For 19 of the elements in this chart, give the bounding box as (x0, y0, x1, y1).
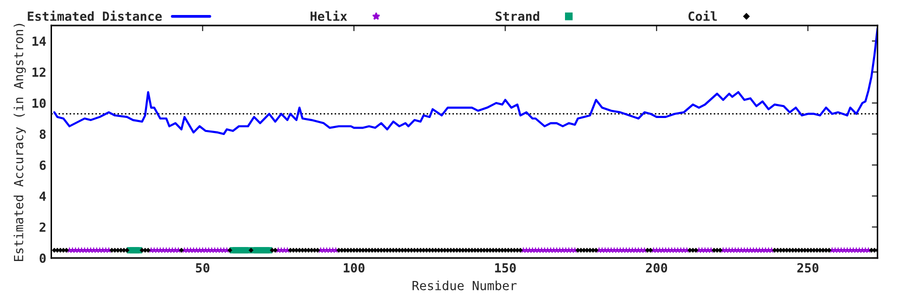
y-tick-label: 6 (40, 160, 46, 170)
y-tick-label: 14 (32, 36, 46, 46)
x-tick-label: 50 (196, 263, 210, 273)
x-axis-title: Residue Number (412, 280, 517, 290)
y-axis-title: Estimated Accuracy (in Angstron) (14, 24, 26, 261)
x-tick-label: 150 (495, 263, 516, 273)
x-tick-label: 100 (344, 263, 364, 273)
y-tick-label: 10 (32, 98, 46, 108)
y-tick-label: 2 (40, 222, 46, 232)
y-tick-label: 4 (40, 192, 46, 201)
y-tick-label: 8 (40, 129, 46, 139)
y-tick-label: 12 (32, 67, 46, 77)
legend-label: Coil (688, 10, 717, 21)
x-tick-label: 200 (646, 263, 668, 273)
y-tick-label: 0 (40, 253, 46, 263)
legend-label: Helix (310, 10, 348, 21)
x-tick-label: 250 (797, 263, 818, 273)
legend-label: Estimated Distance (28, 10, 162, 21)
legend-label: Strand (496, 11, 540, 21)
